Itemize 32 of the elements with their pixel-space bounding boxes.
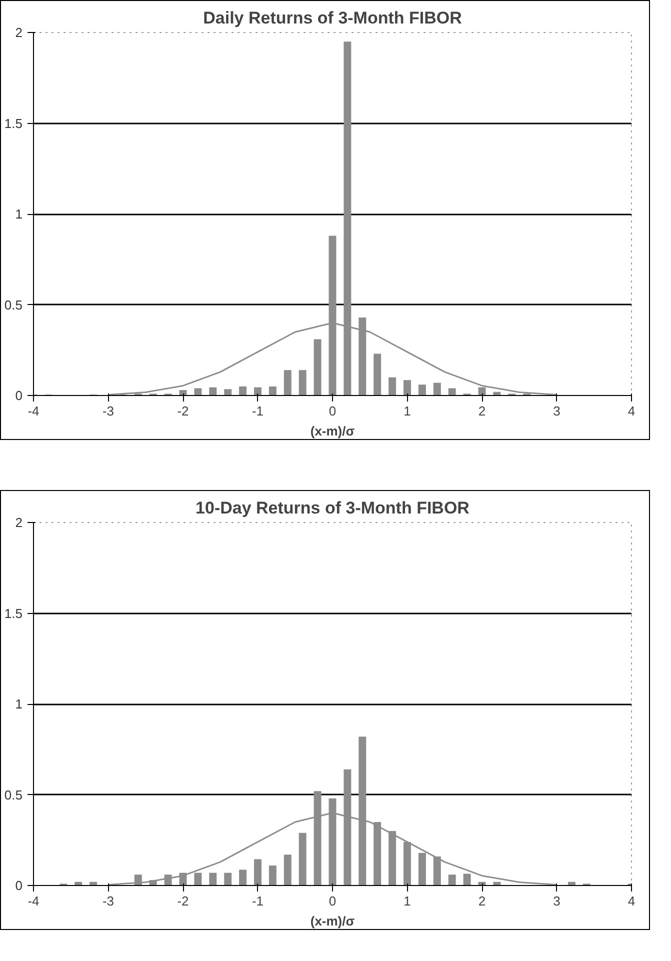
- x-tick-label: -3: [102, 404, 114, 418]
- y-tick-label: 1.5: [4, 116, 23, 131]
- x-tick-label: 3: [553, 894, 560, 908]
- chart-title: Daily Returns of 3-Month FIBOR: [203, 8, 462, 28]
- y-tick-label: 0: [15, 878, 23, 893]
- y-tick-label: 1: [15, 696, 23, 712]
- x-tick-label: 2: [478, 894, 486, 908]
- chart-title: 10-Day Returns of 3-Month FIBOR: [196, 498, 470, 518]
- x-tick-label: -1: [252, 404, 264, 418]
- x-axis-title: (x-m)/σ: [310, 424, 355, 438]
- x-axis-title: (x-m)/σ: [310, 914, 355, 928]
- x-tick-label: -4: [28, 404, 40, 418]
- x-tick-label: -2: [177, 894, 189, 908]
- y-tick-label: 1.5: [4, 606, 23, 621]
- x-tick-label: 2: [478, 404, 486, 418]
- x-tick-label: -1: [252, 894, 264, 908]
- y-tick-label: 2: [15, 515, 23, 530]
- x-tick-label: 1: [404, 894, 411, 908]
- y-tick-label: 0.5: [4, 787, 23, 802]
- x-tick-label: -4: [28, 894, 40, 908]
- x-tick-label: -2: [177, 404, 189, 418]
- x-tick-label: 4: [628, 894, 636, 908]
- x-tick-label: 3: [553, 404, 560, 418]
- x-tick-label: -3: [102, 894, 114, 908]
- x-tick-label: 4: [628, 404, 636, 418]
- y-tick-label: 0: [15, 388, 23, 403]
- x-tick-label: 1: [404, 404, 411, 418]
- y-tick-label: 2: [15, 25, 23, 40]
- y-tick-label: 1: [15, 206, 23, 222]
- x-tick-label: 0: [328, 404, 336, 418]
- x-tick-label: 0: [328, 894, 336, 908]
- y-tick-label: 0.5: [4, 297, 23, 312]
